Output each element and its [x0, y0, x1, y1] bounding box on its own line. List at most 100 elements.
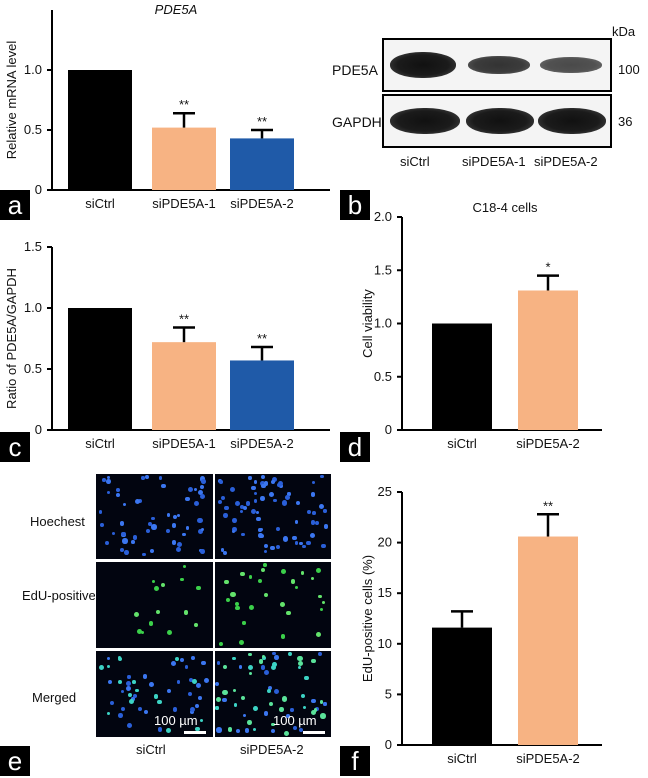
- nucleus-dot: [161, 484, 166, 489]
- nucleus-dot: [132, 680, 137, 684]
- nucleus-dot: [297, 660, 304, 667]
- nucleus-dot: [316, 567, 322, 573]
- nucleus-dot: [191, 656, 195, 661]
- nucleus-dot: [287, 651, 292, 656]
- nucleus-dot: [222, 690, 228, 696]
- nucleus-dot: [247, 652, 252, 657]
- chart-a-significance: **: [179, 97, 189, 112]
- nucleus-dot: [232, 518, 238, 523]
- nucleus-dot: [260, 480, 266, 486]
- nucleus-dot: [200, 549, 205, 554]
- micro-col-label: siCtrl: [136, 742, 166, 757]
- chart-a-y-tick-label: 0.5: [24, 122, 42, 137]
- nucleus-dot: [179, 658, 184, 663]
- nucleus-dot: [198, 695, 202, 700]
- nucleus-dot: [184, 665, 189, 669]
- nucleus-dot: [132, 535, 137, 540]
- nucleus-dot: [172, 706, 178, 712]
- nucleus-dot: [109, 700, 114, 705]
- nucleus-dot: [258, 528, 262, 532]
- nucleus-dot: [283, 730, 290, 736]
- nucleus-dot: [248, 671, 252, 675]
- nucleus-dot: [295, 541, 299, 545]
- nucleus-dot: [151, 524, 157, 530]
- blot-lane-label: siPDE5A-2: [534, 154, 598, 169]
- nucleus-dot: [235, 601, 240, 606]
- nucleus-dot: [197, 517, 203, 524]
- nucleus-dot: [118, 680, 123, 684]
- nucleus-dot: [196, 585, 201, 591]
- nucleus-dot: [119, 521, 125, 526]
- nucleus-dot: [294, 586, 298, 590]
- nucleus-dot: [297, 666, 301, 670]
- nucleus-dot: [279, 484, 284, 489]
- chart-c-y-tick-label: 0: [35, 422, 42, 437]
- nucleus-dot: [279, 707, 284, 712]
- nucleus-dot: [224, 579, 229, 585]
- nucleus-dot: [314, 521, 319, 526]
- micro-image-hoechst-sictrl: [95, 473, 214, 560]
- chart-a-y-label: Relative mRNA level: [4, 41, 19, 160]
- nucleus-dot: [153, 585, 159, 592]
- chart-d-bar: [518, 290, 578, 430]
- nucleus-dot: [285, 495, 291, 500]
- blot-row-label-gapdh: GAPDH: [332, 114, 382, 130]
- nucleus-dot: [300, 571, 305, 575]
- nucleus-dot: [215, 697, 221, 703]
- nucleus-dot: [253, 480, 258, 485]
- chart-d-significance: *: [545, 260, 550, 275]
- chart-c-y-label: Ratio of PDE5A/GAPDH: [4, 268, 19, 409]
- nucleus-dot: [253, 499, 258, 504]
- nucleus-dot: [160, 582, 165, 587]
- chart-a-bar: [230, 138, 294, 190]
- chart-a-significance: **: [257, 114, 267, 129]
- nucleus-dot: [197, 489, 204, 495]
- nucleus-dot: [260, 665, 266, 670]
- nucleus-dot: [306, 540, 311, 545]
- chart-d-y-label: Cell viability: [360, 289, 375, 358]
- nucleus-dot: [258, 659, 263, 664]
- nucleus-dot: [156, 609, 161, 614]
- nucleus-dot: [261, 654, 265, 658]
- nucleus-dot: [300, 694, 305, 699]
- nucleus-dot: [128, 693, 133, 698]
- chart-d-y-tick-label: 1.0: [374, 316, 392, 331]
- nucleus-dot: [195, 726, 201, 732]
- nucleus-dot: [261, 568, 266, 573]
- nucleus-dot: [304, 675, 310, 681]
- panel-letter-f: f: [340, 746, 370, 776]
- nucleus-dot: [234, 501, 240, 507]
- nucleus-dot: [133, 693, 138, 698]
- nucleus-dot: [290, 579, 296, 584]
- nucleus-dot: [134, 499, 140, 505]
- chart-c-y-tick-label: 1.0: [24, 300, 42, 315]
- nucleus-dot: [172, 540, 177, 545]
- blot-membrane-pde5a: [382, 38, 612, 92]
- blot-mw-pde5a: 100: [618, 62, 640, 77]
- nucleus-dot: [311, 577, 315, 581]
- chart-f-significance: **: [543, 498, 553, 513]
- nucleus-dot: [267, 688, 272, 693]
- nucleus-dot: [283, 536, 289, 542]
- nucleus-dot: [248, 476, 252, 480]
- nucleus-dot: [239, 509, 243, 513]
- nucleus-dot: [177, 680, 181, 684]
- nucleus-dot: [106, 476, 110, 480]
- nucleus-dot: [323, 524, 329, 529]
- nucleus-dot: [120, 547, 124, 552]
- nucleus-dot: [195, 683, 201, 689]
- nucleus-dot: [253, 705, 259, 711]
- nucleus-dot: [166, 529, 171, 534]
- nucleus-dot: [282, 500, 288, 506]
- chart-d-x-tick-label: siCtrl: [447, 436, 477, 451]
- nucleus-dot: [195, 703, 200, 709]
- panel-letter-d: d: [340, 432, 370, 462]
- nucleus-dot: [245, 728, 250, 733]
- nucleus-dot: [197, 528, 203, 534]
- nucleus-dot: [250, 508, 257, 514]
- nucleus-dot: [280, 634, 286, 639]
- nucleus-dot: [107, 664, 111, 668]
- nucleus-dot: [182, 532, 186, 536]
- nucleus-dot: [309, 533, 315, 539]
- scale-bar-label: 100 µm: [154, 713, 198, 728]
